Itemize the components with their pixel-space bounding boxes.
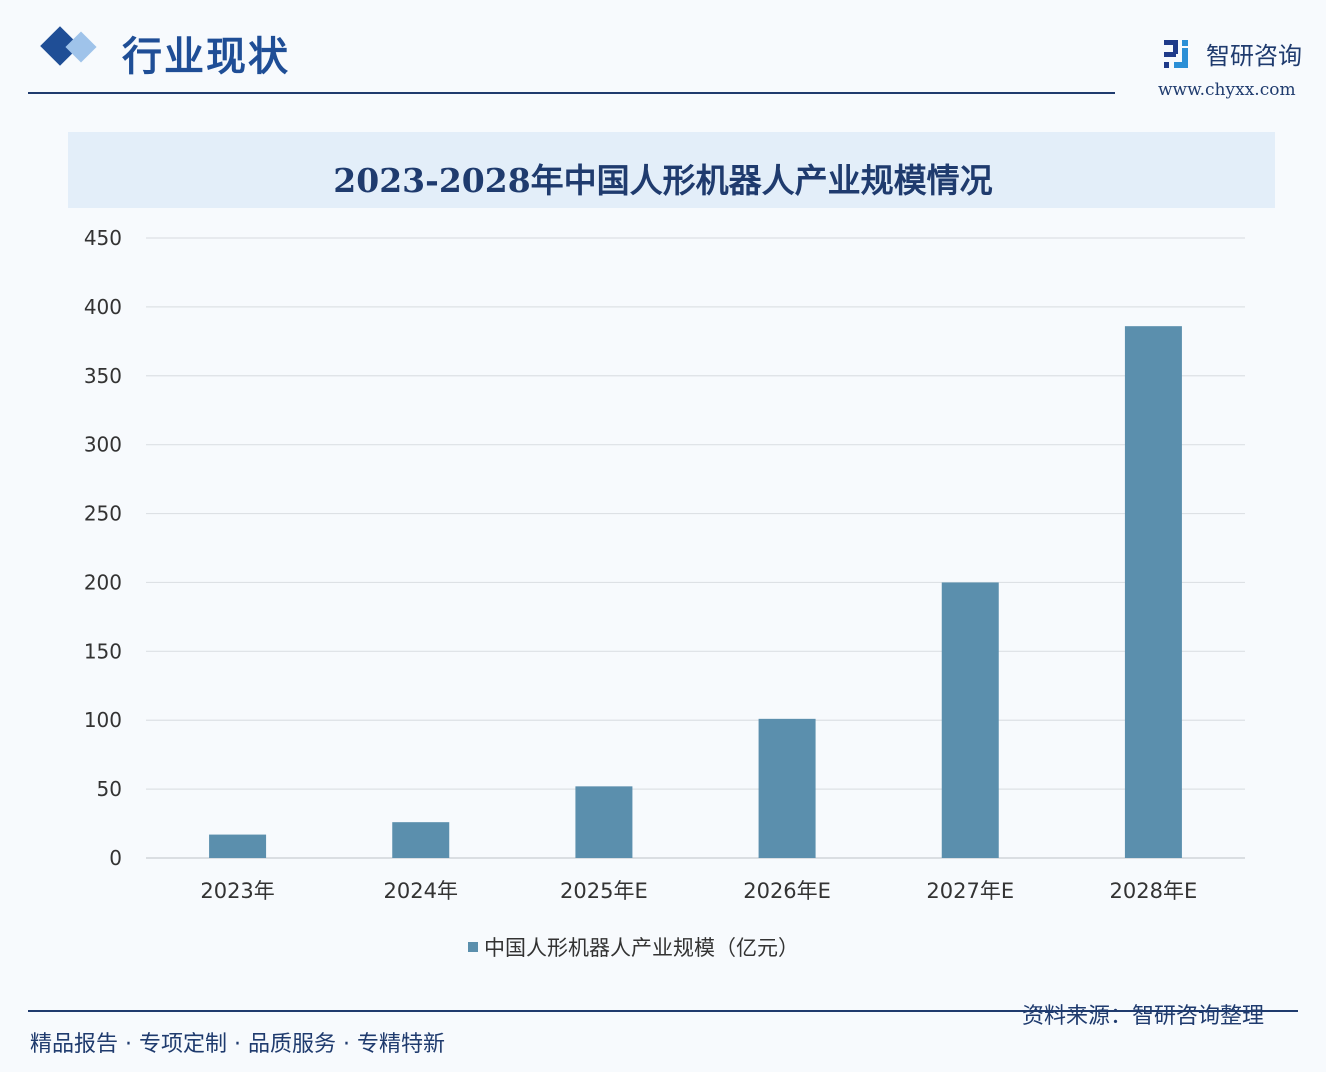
- y-tick-label: 150: [84, 639, 122, 663]
- x-tick-label: 2023年: [200, 879, 274, 903]
- chart-title: 2023-2028年中国人形机器人产业规模情况: [333, 161, 993, 200]
- bar: [209, 834, 267, 858]
- bar: [392, 822, 450, 858]
- brand: 智研咨询: [1164, 36, 1302, 71]
- header-divider: [28, 92, 1115, 94]
- y-tick-label: 250: [84, 502, 122, 526]
- legend: 中国人形机器人产业规模（亿元）: [468, 932, 799, 962]
- y-tick-label: 300: [84, 433, 122, 457]
- x-tick-label: 2025年E: [560, 879, 648, 903]
- y-tick-label: 450: [84, 226, 122, 250]
- bar: [575, 786, 633, 858]
- y-tick-label: 200: [84, 570, 122, 594]
- footer-slogan: 精品报告 · 专项定制 · 品质服务 · 专精特新: [30, 1032, 445, 1057]
- x-tick-label: 2028年E: [1110, 879, 1198, 903]
- bar: [758, 718, 816, 858]
- brand-name: 智研咨询: [1206, 42, 1302, 70]
- y-tick-label: 350: [84, 364, 122, 388]
- footer-divider: [28, 1010, 1298, 1012]
- brand-url: www.chyxx.com: [1158, 80, 1296, 100]
- legend-label: 中国人形机器人产业规模（亿元）: [484, 936, 799, 960]
- chart-title-band: [68, 132, 1275, 208]
- header-title: 行业现状: [122, 34, 290, 80]
- y-tick-label: 400: [84, 295, 122, 319]
- brand-logo-icon: [1164, 39, 1192, 68]
- x-tick-label: 2024年: [384, 879, 458, 903]
- x-tick-label: 2026年E: [743, 879, 831, 903]
- y-tick-label: 50: [97, 777, 122, 801]
- bar: [1124, 326, 1182, 859]
- y-tick-label: 100: [84, 708, 122, 732]
- y-tick-label: 0: [109, 846, 122, 870]
- legend-swatch: [468, 942, 478, 952]
- footer-source: 资料来源：智研咨询整理: [1022, 1004, 1265, 1029]
- x-tick-label: 2027年E: [926, 879, 1014, 903]
- bar: [941, 582, 999, 858]
